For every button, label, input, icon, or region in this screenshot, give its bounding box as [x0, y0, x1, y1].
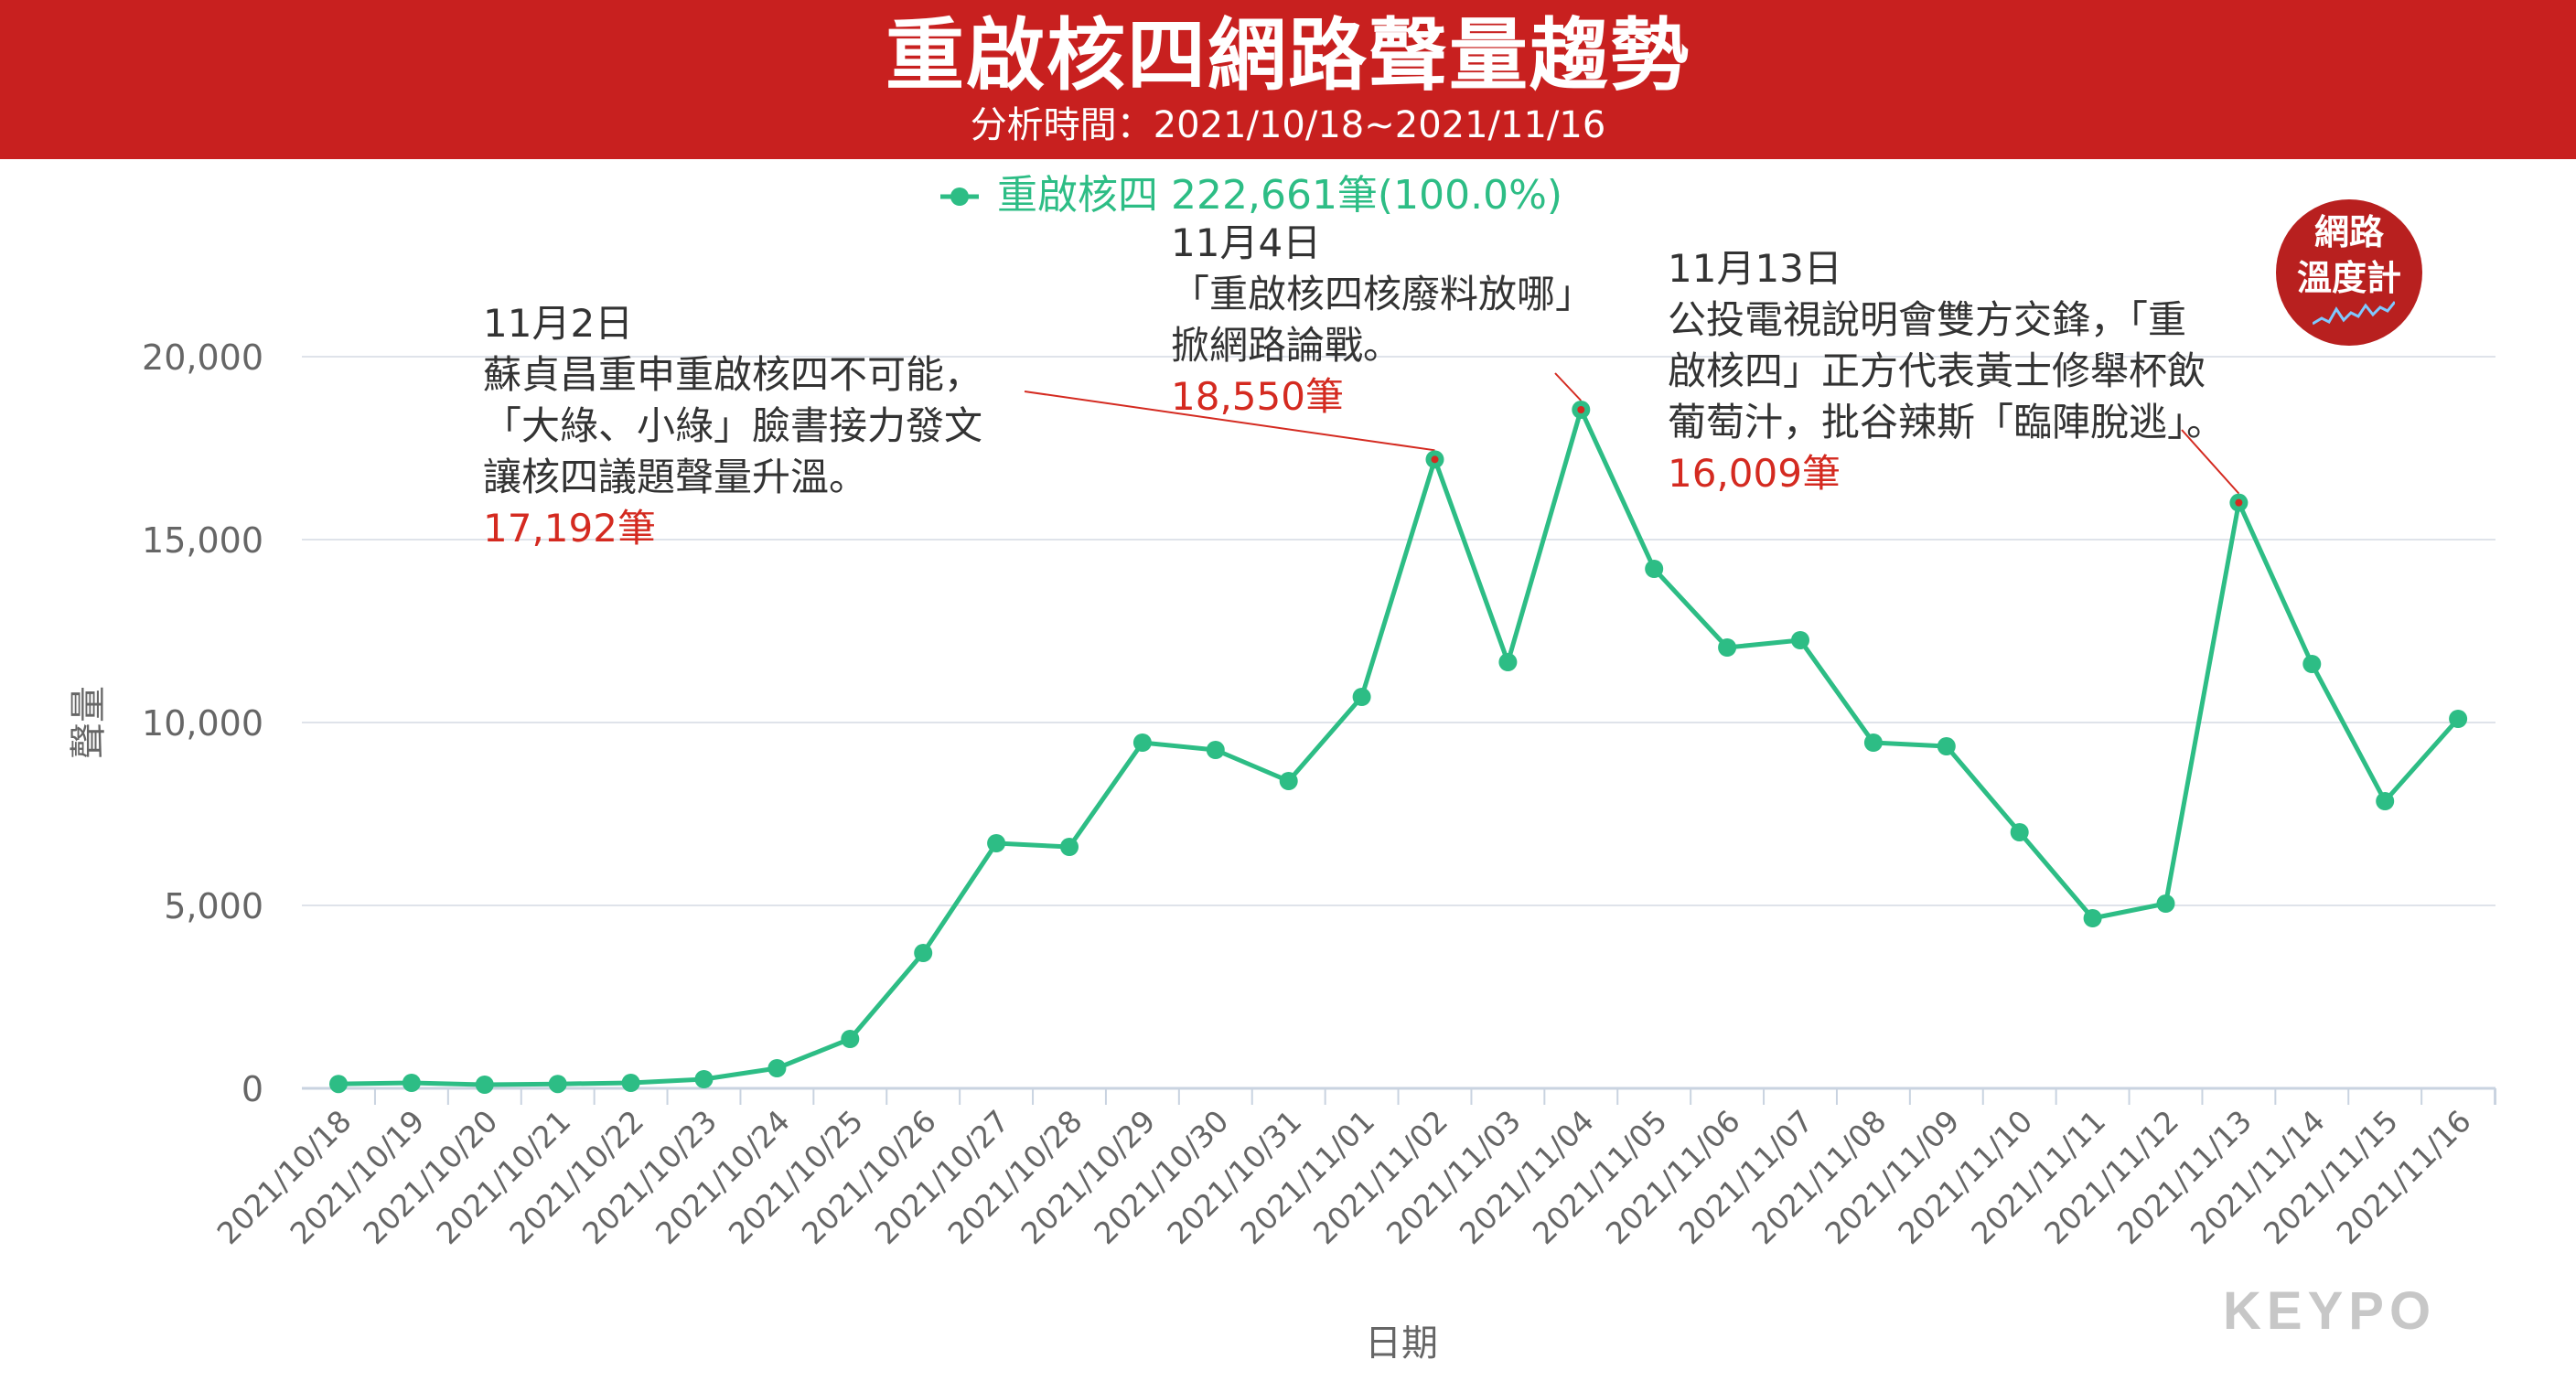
- data-point: [329, 1075, 348, 1094]
- x-axis: 2021/10/182021/10/192021/10/202021/10/21…: [210, 1088, 2496, 1251]
- series-path: [338, 407, 2460, 1087]
- data-point: [2449, 710, 2468, 728]
- annotation-text: 蘇貞昌重申重啟核四不可能，: [483, 352, 982, 397]
- thermometer-badge: 網路 溫度計: [2276, 199, 2422, 346]
- data-point: [767, 1059, 787, 1077]
- keypo-logo: KEYPO: [2223, 1281, 2437, 1341]
- annotation-text: 掀網路論戰。: [1171, 323, 1401, 368]
- annotation-leader: [1024, 391, 1435, 452]
- data-point: [1937, 737, 1956, 755]
- annotation-leaders: [1024, 372, 2240, 495]
- data-point: [987, 834, 1006, 852]
- legend-marker: [950, 187, 969, 206]
- annotation-date: 11月4日: [1171, 220, 1321, 265]
- data-point: [2376, 792, 2395, 810]
- y-tick-label: 0: [242, 1069, 263, 1109]
- annotation-value: 17,192筆: [483, 506, 656, 551]
- annotation-text: 公投電視說明會雙方交鋒，「重: [1668, 297, 2186, 342]
- data-point: [1498, 653, 1518, 671]
- highlight-point: [1431, 455, 1439, 464]
- data-point: [841, 1030, 860, 1048]
- data-point: [1206, 741, 1225, 759]
- data-point: [1718, 638, 1737, 657]
- annotation-text: 「大綠、小綠」臉書接力發文: [483, 403, 982, 448]
- data-point: [1060, 838, 1079, 856]
- annotation-text: 「重啟核四核廢料放哪」: [1171, 272, 1594, 316]
- y-axis: 0 5,000 10,000 15,000 20,000: [142, 337, 263, 1109]
- data-point: [2010, 823, 2029, 841]
- data-point: [2083, 909, 2102, 927]
- annotation-leader: [2181, 429, 2240, 495]
- y-axis-title: 聲量: [68, 686, 110, 759]
- data-point: [402, 1074, 421, 1092]
- y-tick-label: 20,000: [142, 337, 263, 378]
- data-point: [1352, 688, 1371, 706]
- legend[interactable]: 重啟核四 222,661筆(100.0%): [940, 172, 1562, 219]
- chart-subtitle: 分析時間：2021/10/18~2021/11/16: [970, 104, 1606, 146]
- annotation-text: 啟核四」正方代表黃士修舉杯飲: [1668, 348, 2206, 393]
- data-point: [1863, 733, 1883, 752]
- x-axis-title: 日期: [1365, 1322, 1438, 1365]
- annotation-text: 葡萄汁，批谷辣斯「臨陣脫逃」。: [1668, 400, 2225, 444]
- data-point: [1132, 733, 1152, 752]
- data-point: [2156, 894, 2175, 913]
- y-tick-label: 15,000: [142, 520, 263, 561]
- chart-title: 重啟核四網路聲量趨勢: [886, 10, 1690, 102]
- highlight-point: [1577, 406, 1585, 413]
- annotation-date: 11月13日: [1668, 246, 1842, 291]
- data-point: [475, 1076, 494, 1094]
- annotation-date: 11月2日: [483, 301, 633, 346]
- data-point: [548, 1075, 567, 1094]
- series-line: [329, 401, 2468, 1094]
- data-point: [1645, 560, 1664, 578]
- data-point: [1279, 772, 1298, 790]
- annotation-value: 16,009筆: [1668, 451, 1841, 496]
- data-point: [2302, 655, 2322, 673]
- header-banner: 重啟核四網路聲量趨勢 分析時間：2021/10/18~2021/11/16: [0, 0, 2576, 159]
- badge-line-1: 網路: [2313, 212, 2384, 252]
- highlight-point: [2235, 498, 2243, 507]
- legend-label: 重啟核四 222,661筆(100.0%): [997, 172, 1562, 219]
- annotation-text: 讓核四議題聲量升溫。: [483, 455, 867, 499]
- data-point: [914, 944, 933, 962]
- pulse-icon: [2313, 301, 2395, 326]
- badge-line-2: 溫度計: [2296, 258, 2401, 298]
- data-point: [621, 1074, 640, 1092]
- y-tick-label: 5,000: [164, 886, 263, 926]
- y-tick-label: 10,000: [142, 703, 263, 744]
- annotation-leader: [1554, 372, 1583, 401]
- data-point: [1791, 631, 1809, 649]
- data-point: [694, 1070, 714, 1088]
- annotation-value: 18,550筆: [1171, 374, 1344, 419]
